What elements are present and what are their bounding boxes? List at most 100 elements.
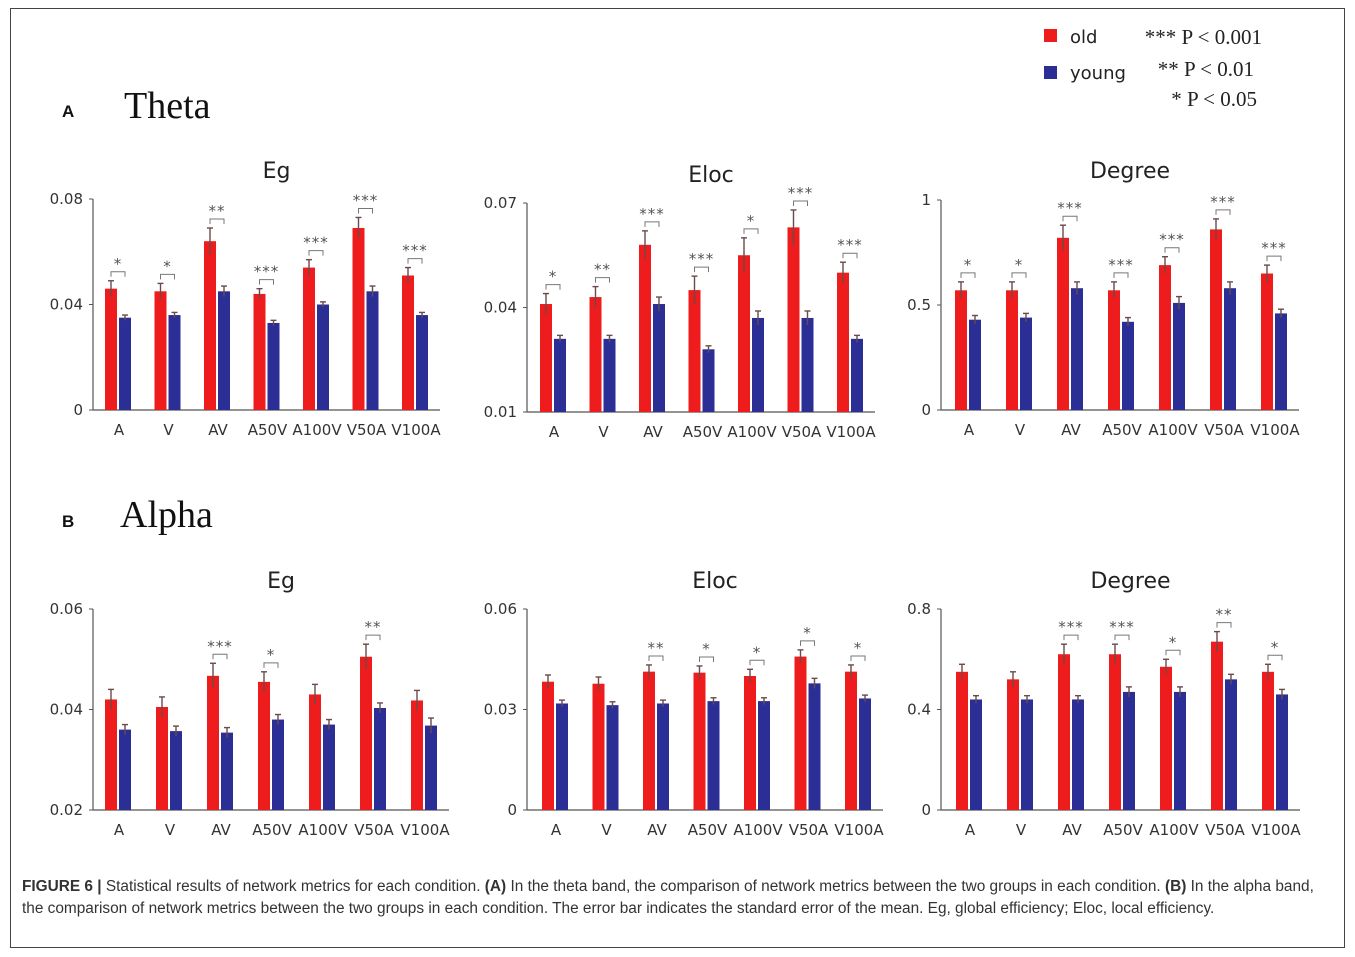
significance-bracket — [699, 656, 714, 662]
significance-bracket — [110, 271, 126, 277]
bar-young — [425, 725, 437, 810]
bar-young — [317, 304, 329, 410]
legend-swatch-young — [1044, 66, 1057, 79]
x-tick-label: V — [598, 423, 609, 441]
x-tick-label: AV — [1062, 821, 1082, 839]
bar-old — [258, 681, 270, 810]
x-tick-label: A — [964, 421, 975, 439]
significance-marker: *** — [254, 263, 280, 281]
bar-young — [653, 304, 665, 412]
bar-old — [402, 275, 414, 410]
significance-bracket — [545, 284, 561, 290]
bar-old — [154, 291, 167, 410]
charts-group: Eg00.040.08A*V*AV**A50V***A100V***V50A**… — [50, 159, 1302, 839]
significance-bracket — [212, 653, 228, 660]
bar-old — [592, 683, 605, 810]
chart-1: Eloc 0.01 0.04 0.07 A * V ** AV *** A50V *** A100V * V… — [484, 163, 877, 441]
x-tick-label: AV — [211, 821, 231, 839]
x-tick-label: A100V — [733, 821, 783, 839]
x-tick-label: A100V — [292, 421, 342, 439]
y-tick-label: 0.5 — [907, 296, 931, 314]
x-tick-label: V50A — [354, 821, 394, 839]
bar-young — [1224, 288, 1236, 410]
bar-old — [204, 241, 216, 410]
significance-marker: *** — [837, 236, 863, 254]
chart-0: Eg 0 0.04 0.08 A * V * AV ** A50V *** A100V *** V50A **… — [50, 159, 442, 439]
significance-bracket — [308, 250, 324, 256]
bar-old — [1057, 237, 1069, 410]
x-tick-label: A — [549, 423, 560, 441]
chart-title: Eg — [267, 569, 295, 594]
caption-a-text: In the theta band, the comparison of net… — [510, 878, 1161, 895]
significance-bracket — [160, 273, 175, 280]
significance-marker: * — [702, 640, 711, 658]
bar-young — [851, 338, 863, 412]
bar-young — [1071, 288, 1083, 410]
x-tick-label: A100V — [1148, 421, 1198, 439]
bar-young — [1072, 699, 1084, 810]
x-tick-label: AV — [208, 421, 228, 439]
bar-young — [1123, 691, 1135, 810]
significance-marker: * — [549, 268, 558, 286]
bar-old — [540, 304, 552, 412]
chart-title: Eg — [263, 159, 291, 184]
caption-a-label: (A) — [484, 878, 507, 895]
y-tick-label: 0.8 — [907, 600, 931, 618]
legend-sig-p001: *** P < 0.001 — [1145, 25, 1262, 49]
bar-young — [707, 701, 720, 810]
significance-bracket — [358, 207, 373, 214]
significance-bracket — [850, 655, 866, 661]
significance-marker: * — [964, 256, 973, 274]
x-tick-label: V100A — [1250, 421, 1300, 439]
x-tick-label: V100A — [1251, 821, 1301, 839]
x-tick-label: A50V — [1103, 821, 1143, 839]
x-tick-label: V — [1015, 421, 1026, 439]
bar-old — [105, 699, 117, 810]
section-b-letter: B — [62, 512, 74, 531]
significance-bracket — [800, 640, 815, 646]
y-tick-label: 0.04 — [484, 299, 517, 317]
y-tick-label: 0.08 — [50, 190, 83, 208]
y-tick-label: 0.03 — [484, 701, 517, 719]
bar-young — [1122, 321, 1134, 410]
significance-bracket — [365, 634, 381, 641]
chart-title: Degree — [1090, 159, 1170, 184]
bar-young — [554, 338, 566, 412]
bar-young — [1173, 302, 1185, 410]
x-tick-label: A — [114, 421, 125, 439]
significance-marker: ** — [648, 639, 665, 657]
x-tick-label: A50V — [683, 423, 723, 441]
significance-bracket — [1113, 272, 1129, 278]
bar-old — [360, 656, 372, 810]
bar-young — [657, 703, 669, 810]
chart-title: Eloc — [692, 569, 738, 594]
x-tick-label: A50V — [688, 821, 728, 839]
significance-marker: *** — [1058, 618, 1084, 636]
legend-sig-p01: ** P < 0.01 — [1158, 57, 1254, 81]
significance-marker: ** — [365, 618, 382, 636]
significance-marker: * — [1015, 256, 1024, 274]
x-tick-label: A50V — [252, 821, 292, 839]
bar-young — [1020, 317, 1032, 410]
significance-marker: *** — [303, 234, 329, 252]
chart-title: Eloc — [688, 163, 734, 188]
significance-marker: *** — [353, 191, 379, 209]
significance-bracket — [407, 258, 423, 264]
bar-old — [744, 676, 756, 810]
bar-old — [955, 290, 967, 410]
bar-young — [752, 317, 764, 412]
caption-b-label: (B) — [1164, 878, 1187, 895]
x-tick-label: V50A — [1205, 821, 1245, 839]
chart-3: Eg0.020.040.06A V AV***A50V*A100V V50A**V10… — [50, 569, 451, 839]
x-tick-label: V — [1016, 821, 1027, 839]
bar-old — [1160, 666, 1172, 810]
significance-bracket — [209, 218, 225, 225]
bar-young — [170, 731, 182, 810]
bar-old — [309, 694, 321, 810]
bar-old — [956, 671, 968, 810]
bar-young — [374, 707, 386, 810]
bar-young — [606, 705, 619, 810]
x-tick-label: V50A — [347, 421, 387, 439]
section-b-title: Alpha — [120, 494, 213, 536]
